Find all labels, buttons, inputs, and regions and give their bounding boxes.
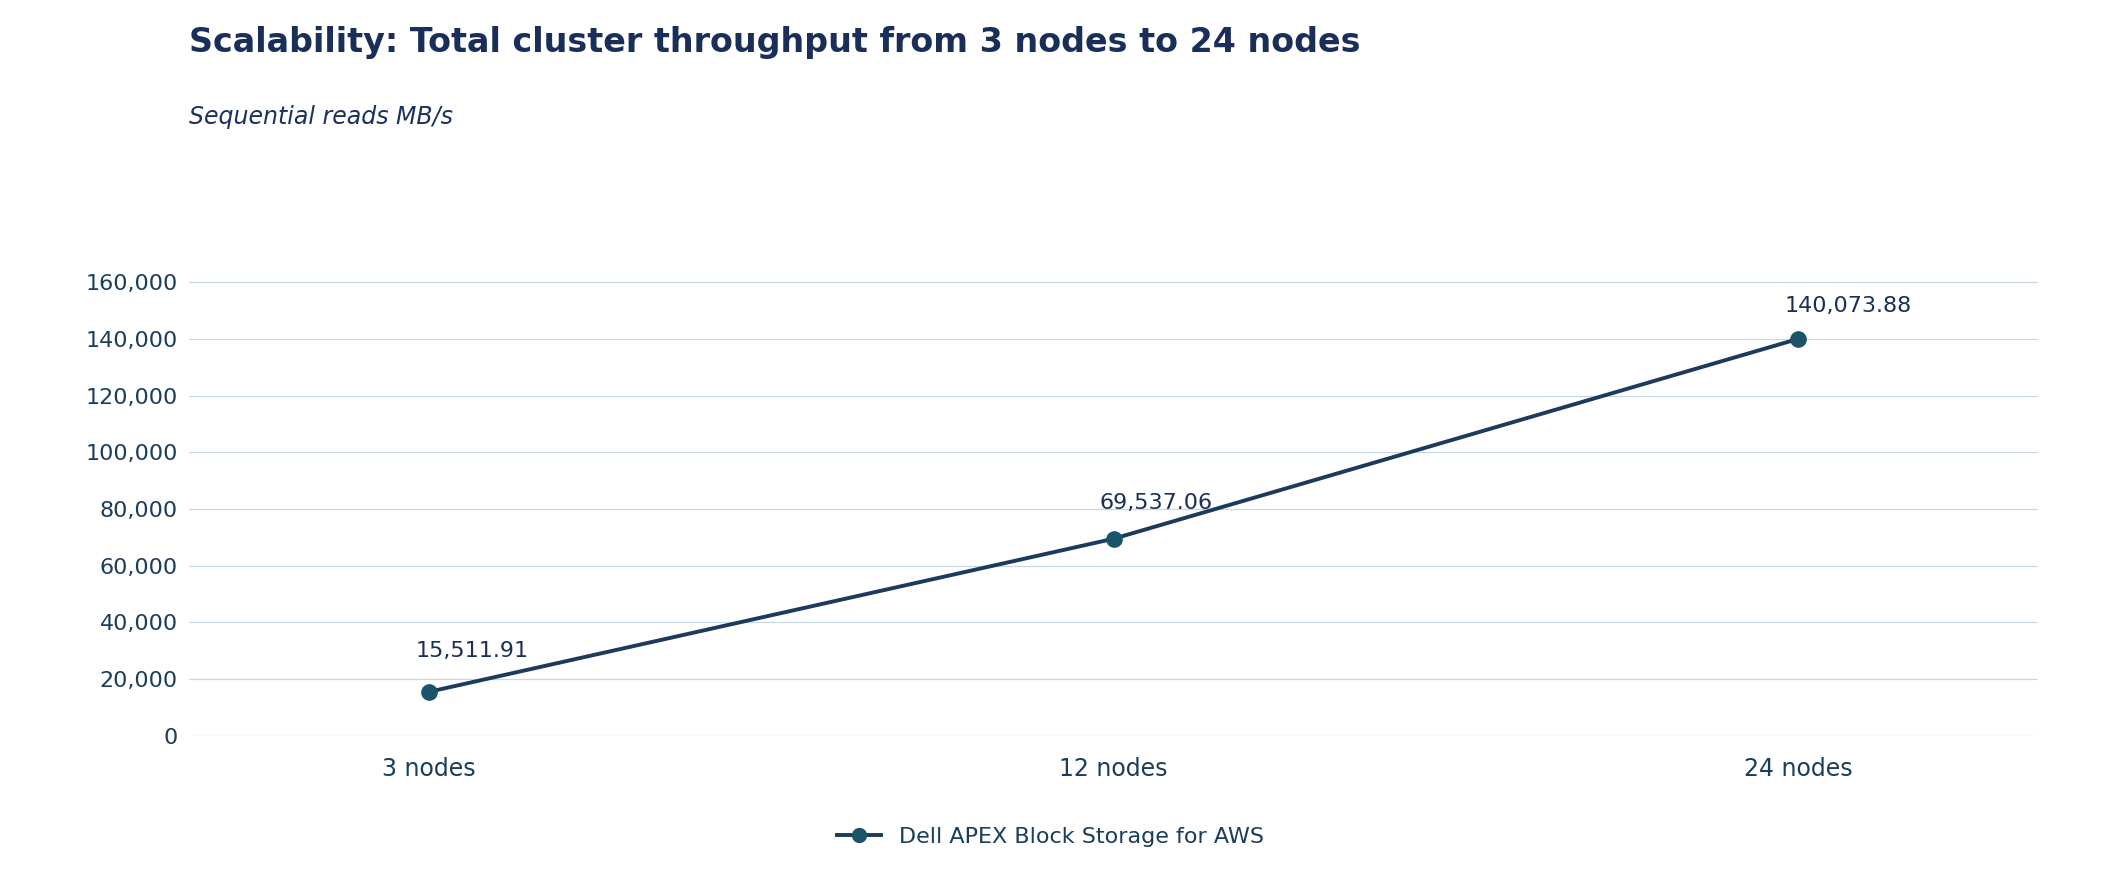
Text: 69,537.06: 69,537.06 [1099,493,1212,513]
Text: Scalability: Total cluster throughput from 3 nodes to 24 nodes: Scalability: Total cluster throughput fr… [189,26,1361,60]
Text: Sequential reads MB/s: Sequential reads MB/s [189,105,454,129]
Legend: Dell APEX Block Storage for AWS: Dell APEX Block Storage for AWS [828,818,1273,856]
Text: 15,511.91: 15,511.91 [416,640,527,661]
Text: 140,073.88: 140,073.88 [1784,296,1912,316]
